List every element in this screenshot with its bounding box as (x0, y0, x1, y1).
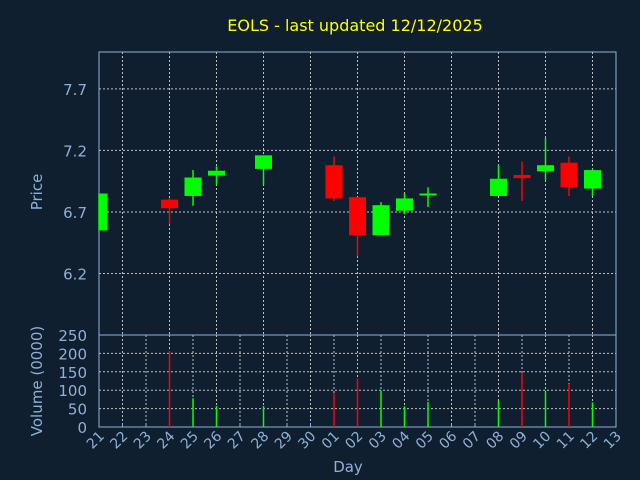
x-tick-label: 05 (413, 429, 437, 453)
x-tick-label: 03 (366, 429, 390, 453)
candle-body (490, 178, 507, 196)
x-tick-label: 04 (389, 428, 413, 452)
candle-body (396, 198, 413, 211)
x-tick-label: 13 (601, 429, 625, 453)
candle-body (560, 162, 578, 188)
x-tick-label: 24 (154, 428, 178, 452)
x-tick-label: 22 (107, 429, 131, 453)
candle-body (584, 170, 601, 189)
x-tick-label: 06 (436, 428, 460, 452)
x-tick-label: 07 (460, 429, 484, 453)
volume-tick-label: 50 (68, 401, 87, 419)
x-tick-label: 30 (295, 429, 319, 453)
price-tick-label: 7.2 (63, 142, 87, 160)
x-tick-label: 29 (272, 429, 296, 453)
x-axis-label: Day (333, 458, 363, 476)
candle-body (372, 205, 390, 236)
x-tick-label: 08 (483, 429, 507, 453)
candle-body (99, 193, 108, 231)
price-axis-label: Price (28, 174, 46, 211)
candle-body (208, 170, 225, 176)
volume-tick-label: 250 (58, 327, 87, 345)
x-tick-label: 11 (554, 429, 578, 453)
x-tick-label: 23 (131, 429, 155, 453)
candle-body (184, 177, 202, 196)
x-tick-label: 28 (248, 429, 272, 453)
x-tick-label: 01 (319, 429, 343, 453)
price-tick-label: 6.7 (63, 204, 87, 222)
chart-title: EOLS - last updated 12/12/2025 (227, 16, 483, 35)
candle-body (419, 193, 437, 196)
x-tick-label: 02 (342, 429, 366, 453)
x-tick-label: 10 (530, 429, 554, 453)
volume-tick-label: 200 (58, 345, 87, 363)
candle-body (325, 165, 343, 199)
x-tick-label: 27 (225, 429, 249, 453)
volume-tick-label: 100 (58, 382, 87, 400)
candle-body (513, 175, 531, 179)
x-tick-label: 25 (178, 429, 202, 453)
x-tick-label: 12 (577, 429, 601, 453)
candle-body (161, 199, 178, 209)
x-tick-label: 26 (201, 428, 225, 452)
candle-body (349, 197, 366, 236)
candle-body (255, 155, 272, 169)
x-tick-label: 09 (507, 429, 531, 453)
x-tick-label: 21 (84, 429, 108, 453)
volume-tick-label: 0 (77, 419, 87, 437)
price-tick-label: 7.7 (63, 81, 87, 99)
volume-tick-label: 150 (58, 364, 87, 382)
price-tick-label: 6.2 (63, 265, 87, 283)
volume-axis-label: Volume (0000) (28, 326, 46, 436)
candle-body (537, 165, 554, 172)
